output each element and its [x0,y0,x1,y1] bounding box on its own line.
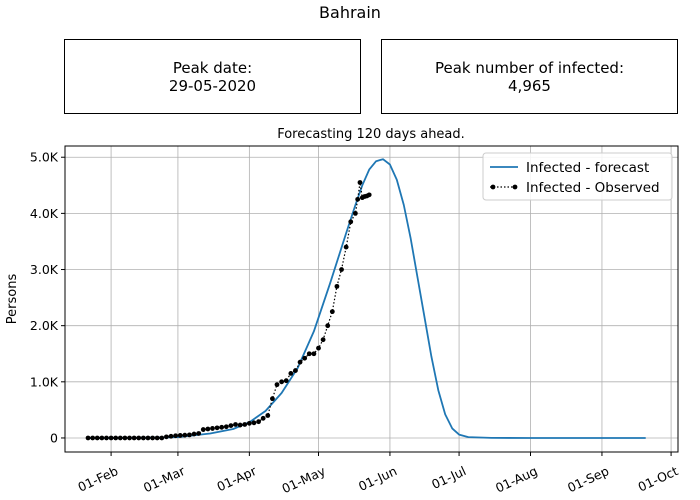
observed-point [145,435,151,441]
peak-date-label: Peak date: [172,58,253,77]
observed-point [191,431,197,437]
observed-point [270,396,275,402]
observed-point [355,196,361,202]
observed-point [325,323,331,329]
observed-point [246,420,252,426]
observed-point [150,435,155,441]
observed-point [122,435,128,441]
observed-point [279,379,285,385]
peak-infected-label: Peak number of infected: [434,58,625,77]
legend-label-observed: Infected - Observed [526,180,660,196]
legend-swatch-observed-marker [512,184,518,190]
observed-point [196,431,202,436]
observed-point [117,435,123,441]
y-axis-label: Persons [5,274,20,325]
legend: Infected - forecast Infected - Observed [482,152,673,201]
y-tick-label: 0 [50,430,58,445]
y-tick-label: 2.0K [30,318,59,333]
observed-point [187,432,192,438]
observed-point [348,219,354,225]
observed-point [131,435,137,441]
x-tick-label: 01-Jul [429,463,468,492]
observed-point [173,433,179,439]
observed-point [113,435,119,441]
series-line-observed [88,182,370,439]
observed-point [265,413,271,418]
observed-point [343,244,349,250]
x-tick-label: 01-Apr [214,463,259,495]
observed-point [366,192,372,198]
y-tick-label: 3.0K [30,262,59,277]
observed-point [237,422,243,428]
observed-point [251,420,257,426]
observed-point [214,425,220,431]
x-tick-label: 01-Jun [356,463,399,494]
observed-point [339,267,344,272]
peak-infected-value: 4,965 [508,76,551,95]
x-tick-label: 01-May [279,463,328,496]
series-line-forecast [87,158,646,439]
observed-point [99,435,105,441]
legend-box [482,152,673,201]
observed-point [90,435,96,441]
observed-point [136,435,142,441]
observed-point [311,351,317,357]
peak-date-box: Peak date: 29-05-2020 [64,39,361,114]
observed-point [182,432,188,438]
observed-point [352,210,358,216]
observed-point [140,435,146,441]
observed-point [357,180,363,185]
x-tick-label: 01-Oct [636,463,681,495]
observed-point [256,419,261,425]
observed-point [85,435,91,441]
observed-point [205,426,211,432]
peak-infected-box: Peak number of infected: 4,965 [381,39,678,114]
observed-point [242,422,248,427]
x-tick-label: 01-Feb [75,463,120,495]
observed-point [274,382,280,388]
x-tick-label: 01-Mar [141,463,188,496]
observed-point [223,424,229,430]
x-tick-label: 01-Aug [493,463,540,495]
y-tick-label: 4.0K [30,206,59,221]
observed-point [159,435,165,441]
legend-label-forecast: Infected - forecast [526,160,649,176]
observed-point [306,351,312,357]
observed-point [163,434,169,440]
y-tick-label: 5.0K [30,150,59,165]
y-tick-label: 1.0K [30,374,59,389]
observed-point [168,433,174,439]
observed-point [210,426,215,431]
observed-point [127,435,132,441]
observed-point [200,427,206,432]
observed-point [329,309,335,315]
observed-point [260,415,266,421]
observed-point [177,433,183,438]
series-layer [85,158,646,441]
observed-point [302,355,308,361]
observed-point [334,283,340,289]
observed-point [283,378,289,384]
peak-date-value: 29-05-2020 [168,76,257,95]
observed-point [108,435,114,441]
observed-point [154,435,160,441]
observed-point [320,337,326,343]
observed-point [219,424,225,430]
observed-point [94,435,100,441]
observed-point [104,435,109,441]
legend-swatch-observed-marker [490,184,496,190]
observed-point [297,359,303,365]
observed-point [288,370,294,376]
x-tick-label: 01-Sep [565,463,611,495]
observed-point [233,422,238,427]
plot-frame [64,145,679,453]
observed-point [293,368,298,373]
observed-point [316,345,321,351]
observed-point [228,423,234,429]
chart-subtitle: Forecasting 120 days ahead. [277,127,465,142]
page-title: Bahrain [319,3,381,22]
